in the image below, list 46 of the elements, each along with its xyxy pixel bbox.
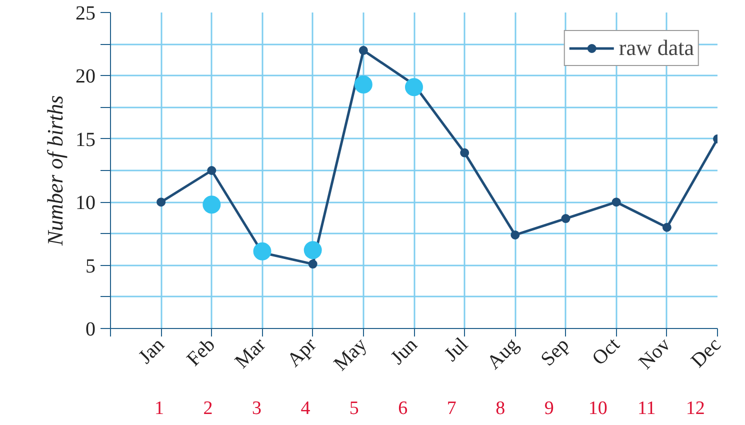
legend-label: raw data [618,35,694,61]
x-tick-label: Jul [440,333,473,366]
x-tick-label: Oct [588,333,624,370]
x-tick-label: Aug [483,334,523,374]
y-axis-title: Number of births [42,95,68,247]
x-tick-label: Sep [536,334,574,370]
x-tick-label: Jan [134,334,169,368]
point [460,148,470,158]
point [662,222,672,232]
y-tick-label: 5 [86,255,96,278]
x-tick-label: Nov [634,334,675,374]
point [304,241,322,260]
point [202,196,221,214]
point [253,242,272,260]
text: 11 [637,398,656,419]
text: 5 [349,398,359,419]
text: 3 [252,398,262,419]
x-tick-label: Dec [686,334,726,372]
text: 10 [588,398,608,419]
text: 8 [496,398,506,419]
x-tick-label: Apr [283,333,321,372]
y-tick-label: 25 [76,2,96,24]
x-tick-label: Jun [386,334,422,369]
point [510,230,520,240]
text: 9 [544,398,554,419]
text: 7 [446,398,456,419]
point [207,166,216,175]
text: 1 [154,398,164,419]
text: 6 [398,398,408,419]
point [156,198,166,207]
x-tick-label: May [330,334,372,376]
text: 2 [203,398,213,419]
x-tick-label: Feb [182,334,220,370]
point [405,78,423,96]
point [612,198,621,207]
text: 12 [686,398,705,419]
point [354,76,372,94]
y-tick-label: 10 [76,192,96,214]
y-tick-label: 20 [76,66,96,88]
point [308,260,318,269]
x-tick-label: Mar [230,333,270,373]
point [358,46,368,55]
text: 4 [300,398,311,419]
y-tick-label: 15 [76,128,96,151]
y-tick-label: 0 [86,318,96,340]
point [561,214,570,224]
